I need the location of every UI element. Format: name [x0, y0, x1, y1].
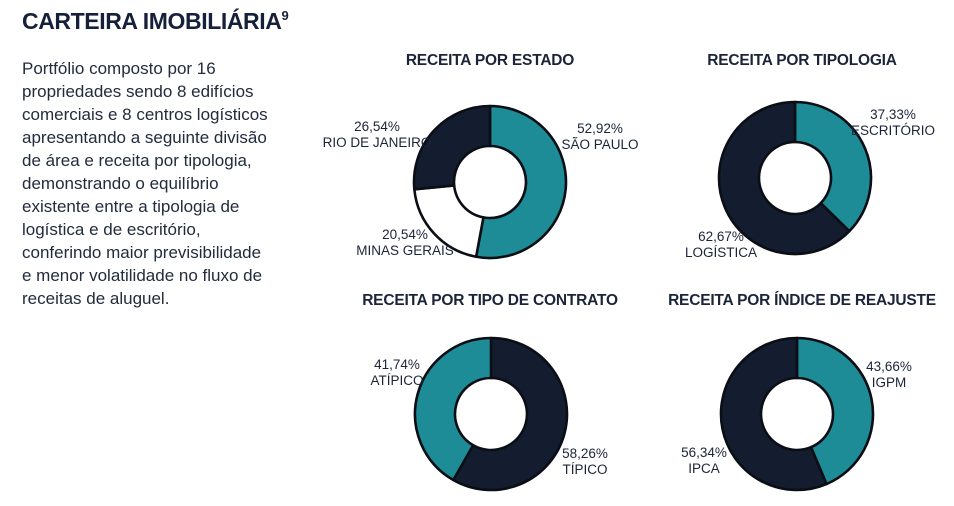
chart-receita-por-estado: RECEITA POR ESTADO 52,92% SÃO PAULO 20,54%… — [323, 48, 650, 280]
slice-label-tipico: 58,26% TÍPICO — [562, 446, 608, 478]
slice-name: SÃO PAULO — [561, 137, 639, 152]
slice-label-escritorio: 37,33% ESCRITÓRIO — [851, 107, 935, 139]
page-title-text: CARTEIRA IMOBILIÁRIA — [22, 8, 282, 34]
chart-receita-por-tipologia: RECEITA POR TIPOLOGIA 37,33% ESCRITÓRIO 62… — [650, 48, 954, 280]
slice-label-logistica: 62,67% LOGÍSTICA — [685, 229, 757, 261]
donut-chart — [719, 336, 875, 492]
donut-slice-logistica — [717, 100, 851, 256]
chart-receita-por-indice-de-reajuste: RECEITA POR ÍNDICE DE REAJUSTE 43,66% IGP… — [650, 290, 954, 506]
slice-percentage: 41,74% — [374, 357, 420, 372]
donut-chart — [717, 100, 873, 256]
slice-name: IGPM — [871, 375, 907, 390]
donut-slice-atipico — [413, 336, 493, 482]
slice-percentage: 62,67% — [698, 229, 744, 244]
chart-title: RECEITA POR ESTADO — [405, 52, 575, 69]
slice-name: RIO DE JANEIRO — [322, 135, 432, 150]
donut-slice-escritorio — [793, 100, 873, 233]
slice-name: ESCRITÓRIO — [850, 123, 936, 138]
page-title-footnote: 9 — [281, 8, 289, 23]
intro-section: CARTEIRA IMOBILIÁRIA9 Portfólio composto… — [22, 8, 290, 310]
slice-name: LOGÍSTICA — [684, 245, 758, 260]
donut-slice-sao-paulo — [474, 104, 568, 260]
donut-chart — [413, 336, 569, 492]
chart-title: RECEITA POR TIPO DE CONTRATO — [362, 292, 618, 309]
donut-slice-tipico — [452, 336, 569, 492]
donut-chart — [412, 104, 568, 260]
slice-label-sao-paulo: 52,92% SÃO PAULO — [561, 121, 638, 153]
slice-label-minas-gerais: 20,54% MINAS GERAIS — [356, 227, 454, 259]
slice-name: MINAS GERAIS — [356, 243, 454, 258]
slice-label-rio-de-janeiro: 26,54% RIO DE JANEIRO — [323, 119, 432, 151]
donut-slice-igpm — [795, 336, 875, 486]
portfolio-description: Portfólio composto por 16 propriedades s… — [22, 59, 268, 308]
slice-percentage: 20,54% — [382, 227, 428, 242]
slice-percentage: 52,92% — [577, 121, 623, 136]
page-title: CARTEIRA IMOBILIÁRIA9 — [22, 8, 290, 35]
slice-percentage: 58,26% — [562, 446, 608, 461]
slice-label-atipico: 41,74% ATÍPICO — [370, 357, 423, 389]
slice-name: IPCA — [688, 461, 720, 476]
slice-label-igpm: 43,66% IGPM — [866, 359, 912, 391]
slice-name: ATÍPICO — [370, 373, 424, 388]
slice-label-ipca: 56,34% IPCA — [681, 445, 727, 477]
slice-percentage: 37,33% — [870, 107, 916, 122]
slice-percentage: 56,34% — [681, 445, 727, 460]
chart-receita-por-tipo-de-contrato: RECEITA POR TIPO DE CONTRATO 58,26% TÍPIC… — [330, 290, 650, 506]
donut-slice-ipca — [719, 336, 828, 492]
slice-name: TÍPICO — [562, 462, 608, 477]
slice-percentage: 43,66% — [866, 359, 912, 374]
donut-slice-rio-de-janeiro — [412, 104, 492, 191]
chart-title: RECEITA POR ÍNDICE DE REAJUSTE — [668, 292, 936, 309]
chart-title: RECEITA POR TIPOLOGIA — [707, 52, 897, 69]
slice-percentage: 26,54% — [354, 119, 400, 134]
